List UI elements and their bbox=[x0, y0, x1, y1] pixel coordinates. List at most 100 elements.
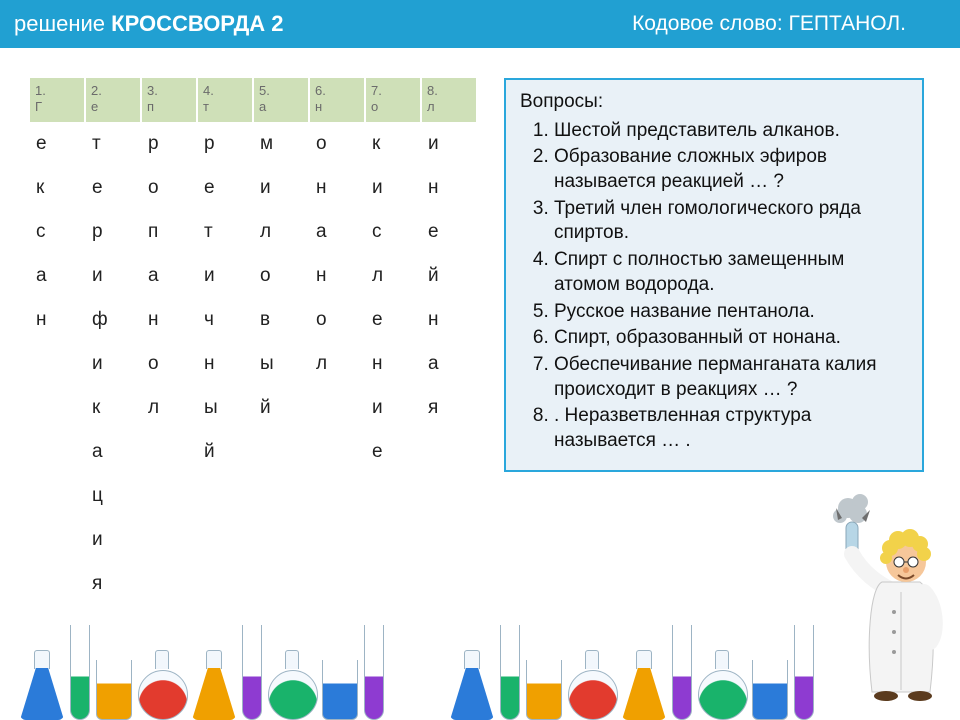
crossword-letter-cell: с bbox=[30, 210, 84, 254]
question-item: Образование сложных эфиров называется ре… bbox=[554, 145, 908, 194]
question-item: Обеспечивание перманганата калия происхо… bbox=[554, 353, 908, 402]
crossword-letter-cell bbox=[142, 562, 196, 606]
glass-erlen bbox=[192, 650, 236, 720]
glass-beaker bbox=[752, 660, 788, 720]
crossword-letter-cell: с bbox=[366, 210, 420, 254]
crossword-letter-cell: е bbox=[366, 298, 420, 342]
crossword-column: 2. етерификация bbox=[86, 78, 140, 606]
glass-tube bbox=[672, 625, 692, 720]
crossword-column: 7. окисление bbox=[366, 78, 420, 606]
crossword-letter-cell: й bbox=[254, 386, 308, 430]
crossword-letter-cell: о bbox=[142, 166, 196, 210]
crossword-letter-cell bbox=[310, 386, 364, 430]
glass-tube bbox=[242, 625, 262, 720]
crossword-letter-cell bbox=[198, 474, 252, 518]
crossword-letter-cell: н bbox=[310, 254, 364, 298]
crossword-letter-cell bbox=[198, 562, 252, 606]
questions-panel: Вопросы: Шестой представитель алканов.Об… bbox=[504, 78, 924, 472]
glass-erlen bbox=[622, 650, 666, 720]
crossword-head-cell: 1. Г bbox=[30, 78, 84, 122]
crossword-head-cell: 4. т bbox=[198, 78, 252, 122]
crossword-letter-cell bbox=[310, 430, 364, 474]
glass-round bbox=[698, 650, 746, 720]
crossword-letter-cell bbox=[30, 518, 84, 562]
question-item: Третий член гомологического ряда спиртов… bbox=[554, 197, 908, 246]
crossword-letter-cell: и bbox=[86, 342, 140, 386]
crossword-letter-cell bbox=[422, 474, 476, 518]
crossword-letter-cell: к bbox=[86, 386, 140, 430]
crossword-letter-cell: ц bbox=[86, 474, 140, 518]
question-item: Спирт, образованный от нонана. bbox=[554, 326, 908, 351]
crossword-letter-cell: в bbox=[254, 298, 308, 342]
floor-decor bbox=[0, 610, 960, 720]
crossword-letter-cell bbox=[254, 518, 308, 562]
header-title-right: Кодовое слово: ГЕПТАНОЛ. bbox=[632, 12, 946, 36]
crossword-letter-cell bbox=[30, 386, 84, 430]
crossword-letter-cell bbox=[254, 474, 308, 518]
crossword-letter-cell: и bbox=[366, 386, 420, 430]
crossword-letter-cell: н bbox=[422, 298, 476, 342]
glass-tube bbox=[794, 625, 814, 720]
glass-tube bbox=[364, 625, 384, 720]
crossword-letter-cell: я bbox=[86, 562, 140, 606]
questions-list: Шестой представитель алканов.Образование… bbox=[520, 119, 908, 454]
crossword-letter-cell: й bbox=[422, 254, 476, 298]
crossword-letter-cell: н bbox=[366, 342, 420, 386]
crossword-column: 1. Гексан bbox=[30, 78, 84, 606]
crossword-letter-cell: л bbox=[142, 386, 196, 430]
crossword-letter-cell: е bbox=[30, 122, 84, 166]
glass-tube bbox=[500, 625, 520, 720]
crossword-head-cell: 2. е bbox=[86, 78, 140, 122]
glass-beaker bbox=[96, 660, 132, 720]
crossword-letter-cell: и bbox=[198, 254, 252, 298]
crossword-letter-cell bbox=[198, 518, 252, 562]
questions-title: Вопросы: bbox=[520, 90, 908, 115]
crossword-letter-cell: е bbox=[366, 430, 420, 474]
crossword-letter-cell: и bbox=[254, 166, 308, 210]
crossword-letter-cell: а bbox=[422, 342, 476, 386]
glass-round bbox=[268, 650, 316, 720]
question-item: . Неразветвленная структура называется …… bbox=[554, 404, 908, 453]
title-prefix: решение bbox=[14, 11, 111, 36]
crossword-letter-cell: и bbox=[366, 166, 420, 210]
glass-erlen bbox=[20, 650, 64, 720]
glassware-set-1 bbox=[20, 625, 384, 720]
crossword-letter-cell bbox=[366, 518, 420, 562]
crossword-letter-cell bbox=[30, 562, 84, 606]
crossword-column: 6. нонанол bbox=[310, 78, 364, 606]
crossword-letter-cell bbox=[310, 518, 364, 562]
glass-erlen bbox=[450, 650, 494, 720]
crossword-letter-cell: а bbox=[30, 254, 84, 298]
crossword-letter-cell: н bbox=[142, 298, 196, 342]
crossword-letter-cell bbox=[142, 518, 196, 562]
crossword-letter-cell bbox=[422, 518, 476, 562]
crossword-letter-cell: й bbox=[198, 430, 252, 474]
crossword-head-cell: 6. н bbox=[310, 78, 364, 122]
glass-round bbox=[568, 650, 616, 720]
crossword-letter-cell: е bbox=[86, 166, 140, 210]
crossword-letter-cell: а bbox=[310, 210, 364, 254]
crossword-letter-cell bbox=[254, 430, 308, 474]
crossword-letter-cell: и bbox=[86, 254, 140, 298]
question-item: Шестой представитель алканов. bbox=[554, 119, 908, 144]
crossword-letter-cell: т bbox=[86, 122, 140, 166]
crossword-letter-cell: о bbox=[310, 122, 364, 166]
crossword-letter-cell: и bbox=[422, 122, 476, 166]
title-bold: КРОССВОРДА 2 bbox=[111, 11, 283, 36]
crossword-letter-cell: л bbox=[254, 210, 308, 254]
crossword-head-cell: 8. л bbox=[422, 78, 476, 122]
crossword-letter-cell: р bbox=[86, 210, 140, 254]
crossword-letter-cell: о bbox=[310, 298, 364, 342]
crossword-letter-cell bbox=[310, 474, 364, 518]
crossword-head-cell: 3. п bbox=[142, 78, 196, 122]
header-title-left: решение КРОССВОРДА 2 bbox=[14, 11, 284, 37]
crossword-column: 4. третичный bbox=[198, 78, 252, 606]
crossword-head-cell: 7. о bbox=[366, 78, 420, 122]
crossword-letter-cell: е bbox=[422, 210, 476, 254]
scientist-illustration bbox=[812, 492, 952, 702]
crossword-letter-cell: н bbox=[198, 342, 252, 386]
crossword-letter-cell: ф bbox=[86, 298, 140, 342]
crossword-grid: 1. Гексан2. етерификация3. пропанол4. тр… bbox=[30, 78, 476, 606]
header-bar: решение КРОССВОРДА 2 Кодовое слово: ГЕПТ… bbox=[0, 0, 960, 48]
crossword-column: 8. линейная bbox=[422, 78, 476, 606]
